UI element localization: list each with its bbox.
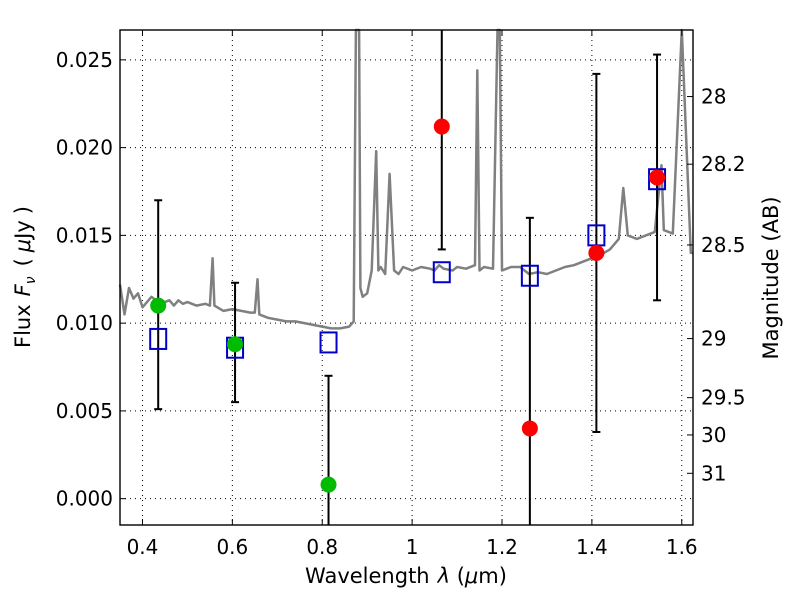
grid <box>120 30 693 525</box>
x-axis-title: Wavelength λ (μm) <box>305 564 507 588</box>
mag-tick-label: 28.2 <box>701 152 746 176</box>
y-tick-label: 0.010 <box>56 311 113 335</box>
y-tick-label: 0.015 <box>56 223 113 247</box>
y-tick-label: 0.005 <box>56 399 113 423</box>
observed-red-point <box>433 118 450 135</box>
model-photometry-square <box>520 264 539 287</box>
axes: 0.4 0.6 0.8 1 1.2 1.4 1.6 0.000 0.005 0.010 0.015 0… <box>56 30 746 559</box>
model-sed-line <box>118 28 693 330</box>
model-photometry-square <box>432 261 451 284</box>
y-tick-label: 0.000 <box>56 487 113 511</box>
x-tick-label: 0.4 <box>127 535 159 559</box>
observed-green-point <box>320 476 337 493</box>
mag-tick-label: 28 <box>701 85 726 109</box>
x-tick-label: 1.4 <box>576 535 608 559</box>
x-tick-label: 0.6 <box>216 535 248 559</box>
observed-red-point <box>649 169 666 186</box>
observed-green-point <box>227 336 244 353</box>
magnitude-axis-title: Magnitude (AB) <box>759 196 783 359</box>
x-tick-label: 0.8 <box>306 535 338 559</box>
x-tick-label: 1.2 <box>486 535 518 559</box>
y-tick-label: 0.025 <box>56 48 113 72</box>
observed-points <box>150 118 666 493</box>
mag-tick-label: 28.5 <box>701 233 746 257</box>
y-tick-label: 0.020 <box>56 136 113 160</box>
x-tick-label: 1.6 <box>666 535 698 559</box>
model-sed-layer <box>118 28 693 330</box>
model-photometry-squares <box>149 168 667 359</box>
mag-tick-label: 29.5 <box>701 386 746 410</box>
error-bars <box>154 30 662 525</box>
observed-red-point <box>521 420 538 437</box>
plot-frame <box>119 29 694 526</box>
model-photometry-square <box>648 168 667 191</box>
y-axis-title: FluxFν(μJy) <box>11 206 39 348</box>
model-photometry-square <box>319 331 338 354</box>
observed-red-point <box>588 244 605 261</box>
mag-tick-label: 29 <box>701 327 726 351</box>
x-tick-label: 1 <box>406 535 419 559</box>
mag-tick-label: 30 <box>701 423 726 447</box>
observed-green-point <box>150 297 167 314</box>
mag-tick-label: 31 <box>701 461 726 485</box>
model-photometry-square <box>149 327 168 350</box>
